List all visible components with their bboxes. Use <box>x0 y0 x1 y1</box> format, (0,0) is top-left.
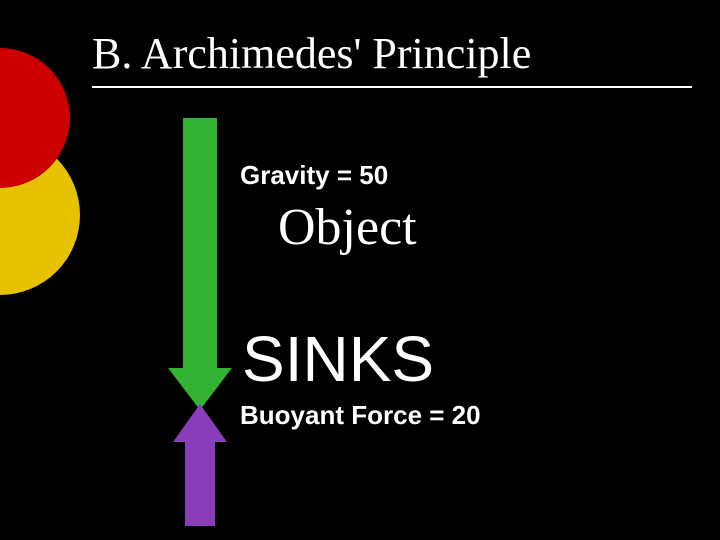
buoyant-arrow <box>169 402 231 526</box>
gravity-label: Gravity = 50 <box>232 158 396 193</box>
object-text: Object <box>278 198 417 257</box>
page-title: B. Archimedes' Principle <box>92 28 531 79</box>
buoyant-label: Buoyant Force = 20 <box>232 398 489 433</box>
title-underline <box>92 86 692 88</box>
sinks-text: SINKS <box>242 322 434 396</box>
gravity-arrow <box>165 118 235 412</box>
